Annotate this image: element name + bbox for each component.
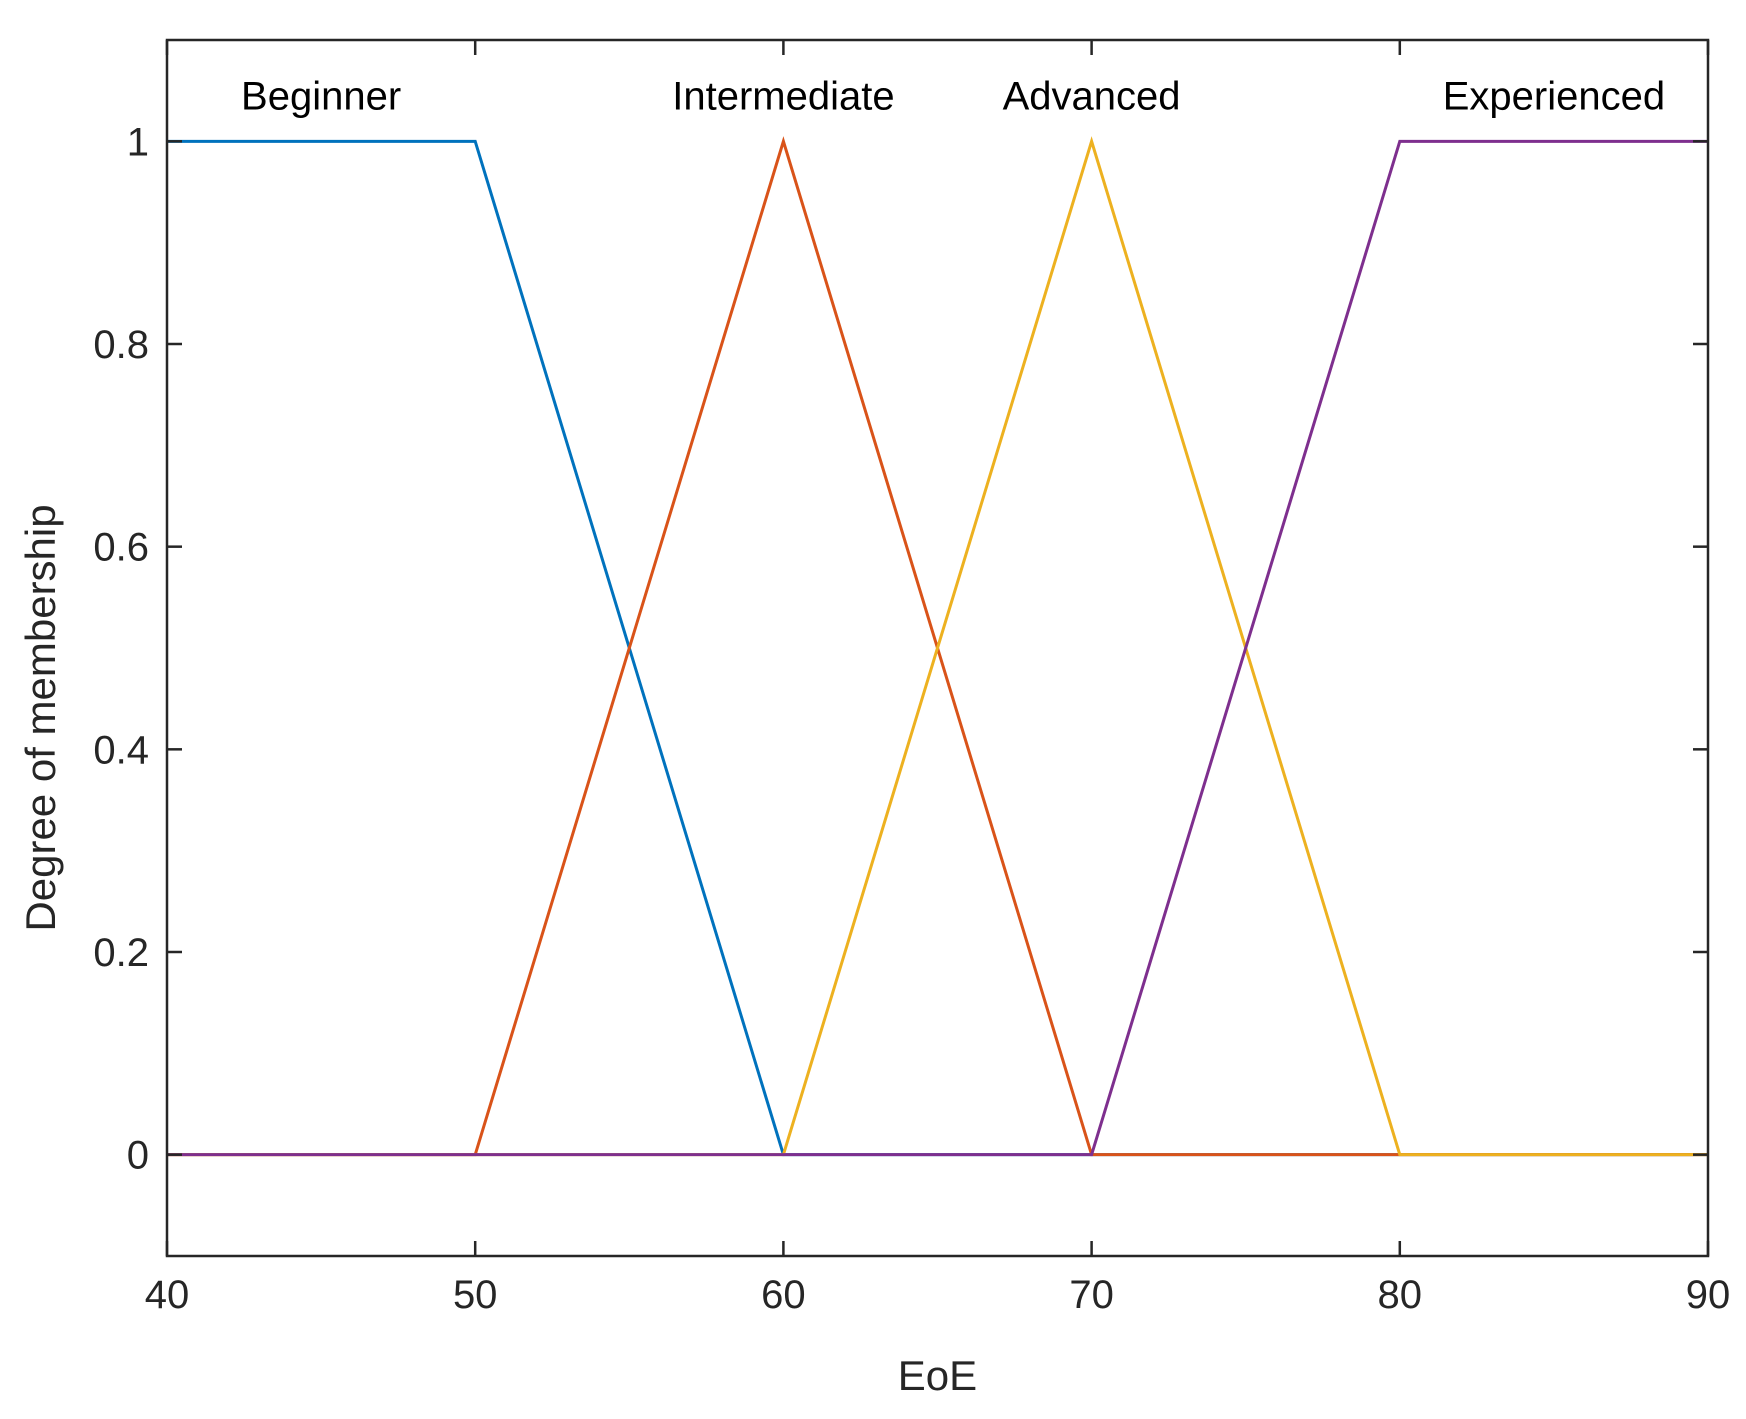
x-tick-label: 70: [1069, 1273, 1114, 1317]
y-tick-label: 0.6: [93, 526, 149, 570]
y-axis-label: Degree of membership: [17, 504, 64, 931]
series-layer: [167, 136, 1708, 1157]
y-tick-label: 0.2: [93, 931, 149, 975]
y-tick-label: 0.8: [93, 323, 149, 367]
x-tick-label: 90: [1686, 1273, 1731, 1317]
series-label-beginner: Beginner: [241, 75, 401, 119]
series-labels-layer: Beginner Intermediate Advanced Experienced: [241, 75, 1665, 119]
series-label-intermediate: Intermediate: [672, 75, 894, 119]
y-tick-label: 1: [127, 120, 149, 164]
x-tick-label: 80: [1378, 1273, 1423, 1317]
axes-layer: 40 50 60 70 80 90 0 0.2 0.4 0.6 0.8 1: [93, 38, 1731, 1317]
series-label-experienced: Experienced: [1443, 75, 1665, 119]
y-tick-label: 0: [127, 1134, 149, 1178]
plot-area-border: [165, 38, 1710, 1258]
series-line-experienced: [167, 139, 1708, 1157]
x-tick-label: 60: [761, 1273, 806, 1317]
x-axis-label: EoE: [898, 1352, 977, 1399]
x-tick-label: 40: [145, 1273, 190, 1317]
y-tick-label: 0.4: [93, 728, 149, 772]
x-tick-label: 50: [453, 1273, 498, 1317]
series-label-advanced: Advanced: [1003, 75, 1181, 119]
